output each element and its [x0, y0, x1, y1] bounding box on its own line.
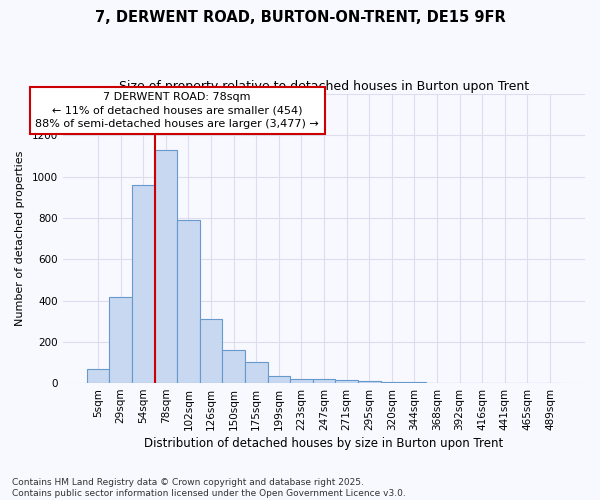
Y-axis label: Number of detached properties: Number of detached properties — [15, 151, 25, 326]
Text: 7, DERWENT ROAD, BURTON-ON-TRENT, DE15 9FR: 7, DERWENT ROAD, BURTON-ON-TRENT, DE15 9… — [95, 10, 505, 25]
Bar — [380, 382, 403, 383]
Bar — [403, 382, 426, 383]
Bar — [268, 376, 290, 383]
Bar — [155, 150, 177, 383]
X-axis label: Distribution of detached houses by size in Burton upon Trent: Distribution of detached houses by size … — [145, 437, 503, 450]
Text: 7 DERWENT ROAD: 78sqm
← 11% of detached houses are smaller (454)
88% of semi-det: 7 DERWENT ROAD: 78sqm ← 11% of detached … — [35, 92, 319, 129]
Bar — [109, 298, 132, 383]
Bar — [177, 220, 200, 383]
Title: Size of property relative to detached houses in Burton upon Trent: Size of property relative to detached ho… — [119, 80, 529, 93]
Bar — [358, 381, 380, 383]
Bar — [87, 368, 109, 383]
Bar — [335, 380, 358, 383]
Bar — [245, 362, 268, 383]
Bar — [290, 379, 313, 383]
Bar — [132, 185, 155, 383]
Bar — [200, 319, 223, 383]
Text: Contains HM Land Registry data © Crown copyright and database right 2025.
Contai: Contains HM Land Registry data © Crown c… — [12, 478, 406, 498]
Bar — [313, 379, 335, 383]
Bar — [223, 350, 245, 383]
